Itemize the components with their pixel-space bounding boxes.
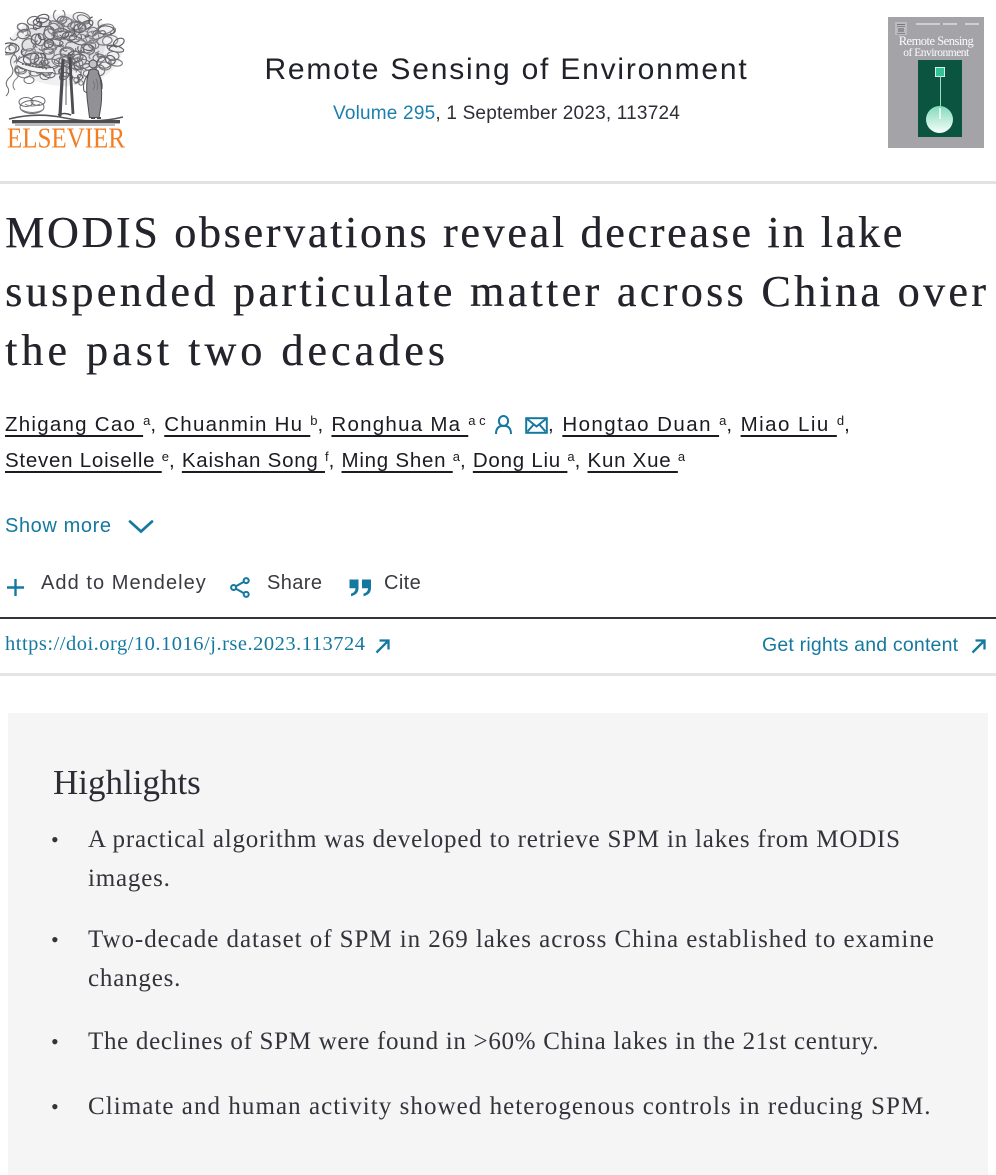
svg-text:ELSEVIER: ELSEVIER xyxy=(7,124,125,153)
